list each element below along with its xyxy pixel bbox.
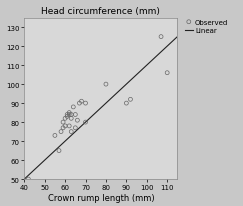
Point (69, 113, 73, 117)
Point (84, 102, 87, 105)
Point (26, 178, 30, 181)
Point (159, 36, 163, 39)
Point (84, 121, 87, 124)
Point (165, 72, 169, 75)
Point (67, 113, 71, 117)
Point (69, 117, 73, 120)
Point (124, 102, 128, 105)
Point (104, 83, 108, 86)
Point (65, 113, 69, 117)
Point (75, 119, 79, 122)
Point (67, 125, 71, 128)
Point (61, 126, 65, 130)
Point (65, 115, 69, 118)
Point (73, 113, 77, 117)
Point (78, 102, 81, 105)
Point (59, 130, 63, 134)
Point (71, 106, 75, 109)
Point (26, 185, 30, 188)
Point (69, 130, 73, 134)
Title: Head circumference (mm): Head circumference (mm) (41, 7, 160, 16)
Point (63, 125, 67, 128)
Legend: Observed, Linear: Observed, Linear (184, 19, 229, 35)
Point (57, 149, 61, 152)
Point (129, 98, 132, 102)
Point (63, 117, 67, 120)
Point (79, 100, 83, 103)
Point (53, 134, 57, 137)
X-axis label: Crown rump length (mm): Crown rump length (mm) (48, 193, 154, 202)
Point (61, 121, 65, 124)
Point (67, 111, 71, 115)
Point (73, 126, 77, 130)
